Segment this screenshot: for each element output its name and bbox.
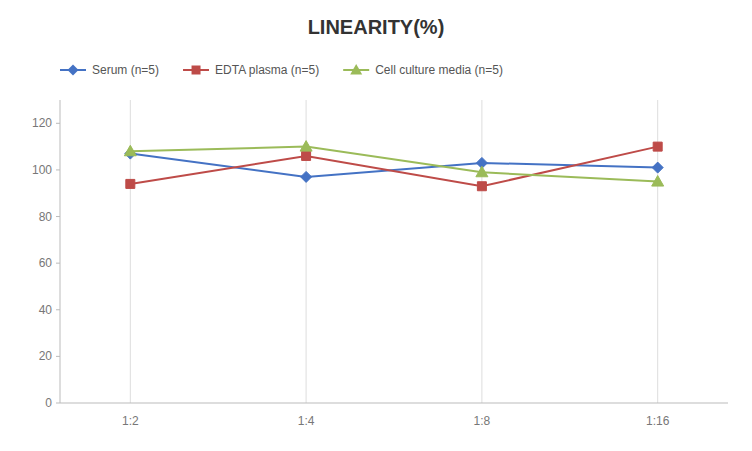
legend-swatch-marker [68,65,79,76]
legend: Serum (n=5) EDTA plasma (n=5) Cell culture… [60,63,503,77]
series [126,142,662,191]
y-tick [56,169,60,170]
series-marker [477,182,486,191]
y-tick [56,123,60,124]
chart-svg: LINEARITY(%) 1:2 1:4 1:8 1:16 0 20 40 60 80 100 120… [0,0,752,451]
x-axis-line [60,403,728,404]
series [124,141,663,186]
y-tick-label: 0 [45,396,52,410]
y-axis-line [60,100,61,403]
legend-item: Cell culture media (n=5) [343,63,503,77]
series-marker [302,151,311,160]
x-tick-label: 1:2 [122,414,139,428]
series-marker [301,171,312,182]
chart-title: LINEARITY(%) [308,16,445,38]
legend-label: EDTA plasma (n=5) [215,63,319,77]
series-marker [652,162,663,173]
chart-container: LINEARITY(%) 1:2 1:4 1:8 1:16 0 20 40 60 80 100 120… [0,0,752,451]
series-marker [652,176,664,187]
plot-area [124,141,663,191]
legend-label: Serum (n=5) [92,63,159,77]
series-marker [126,179,135,188]
y-tick-label: 80 [39,210,53,224]
series-line [130,147,657,182]
y-tick [56,403,60,404]
legend-swatch-marker [350,64,362,75]
series-marker [653,142,662,151]
legend-item: Serum (n=5) [60,63,159,77]
y-tick-label: 100 [32,163,52,177]
y-tick [56,216,60,217]
y-tick [56,263,60,264]
x-tick-label: 1:4 [298,414,315,428]
legend-label: Cell culture media (n=5) [375,63,503,77]
x-tick-label: 1:8 [474,414,491,428]
y-tick-label: 60 [39,256,53,270]
series-marker [124,145,136,156]
y-tick-label: 40 [39,303,53,317]
axes: 1:2 1:4 1:8 1:16 0 20 40 60 80 100 120 [32,100,728,428]
y-tick [56,309,60,310]
y-tick-label: 120 [32,116,52,130]
series-marker [476,166,488,177]
grid [130,100,657,403]
y-tick [56,356,60,357]
legend-swatch-marker [192,66,201,75]
legend-item: EDTA plasma (n=5) [183,63,319,77]
grid-line [481,100,482,403]
series-marker [300,141,312,152]
y-tick-label: 20 [39,349,53,363]
x-tick-label: 1:16 [646,414,670,428]
series-line [130,147,657,187]
